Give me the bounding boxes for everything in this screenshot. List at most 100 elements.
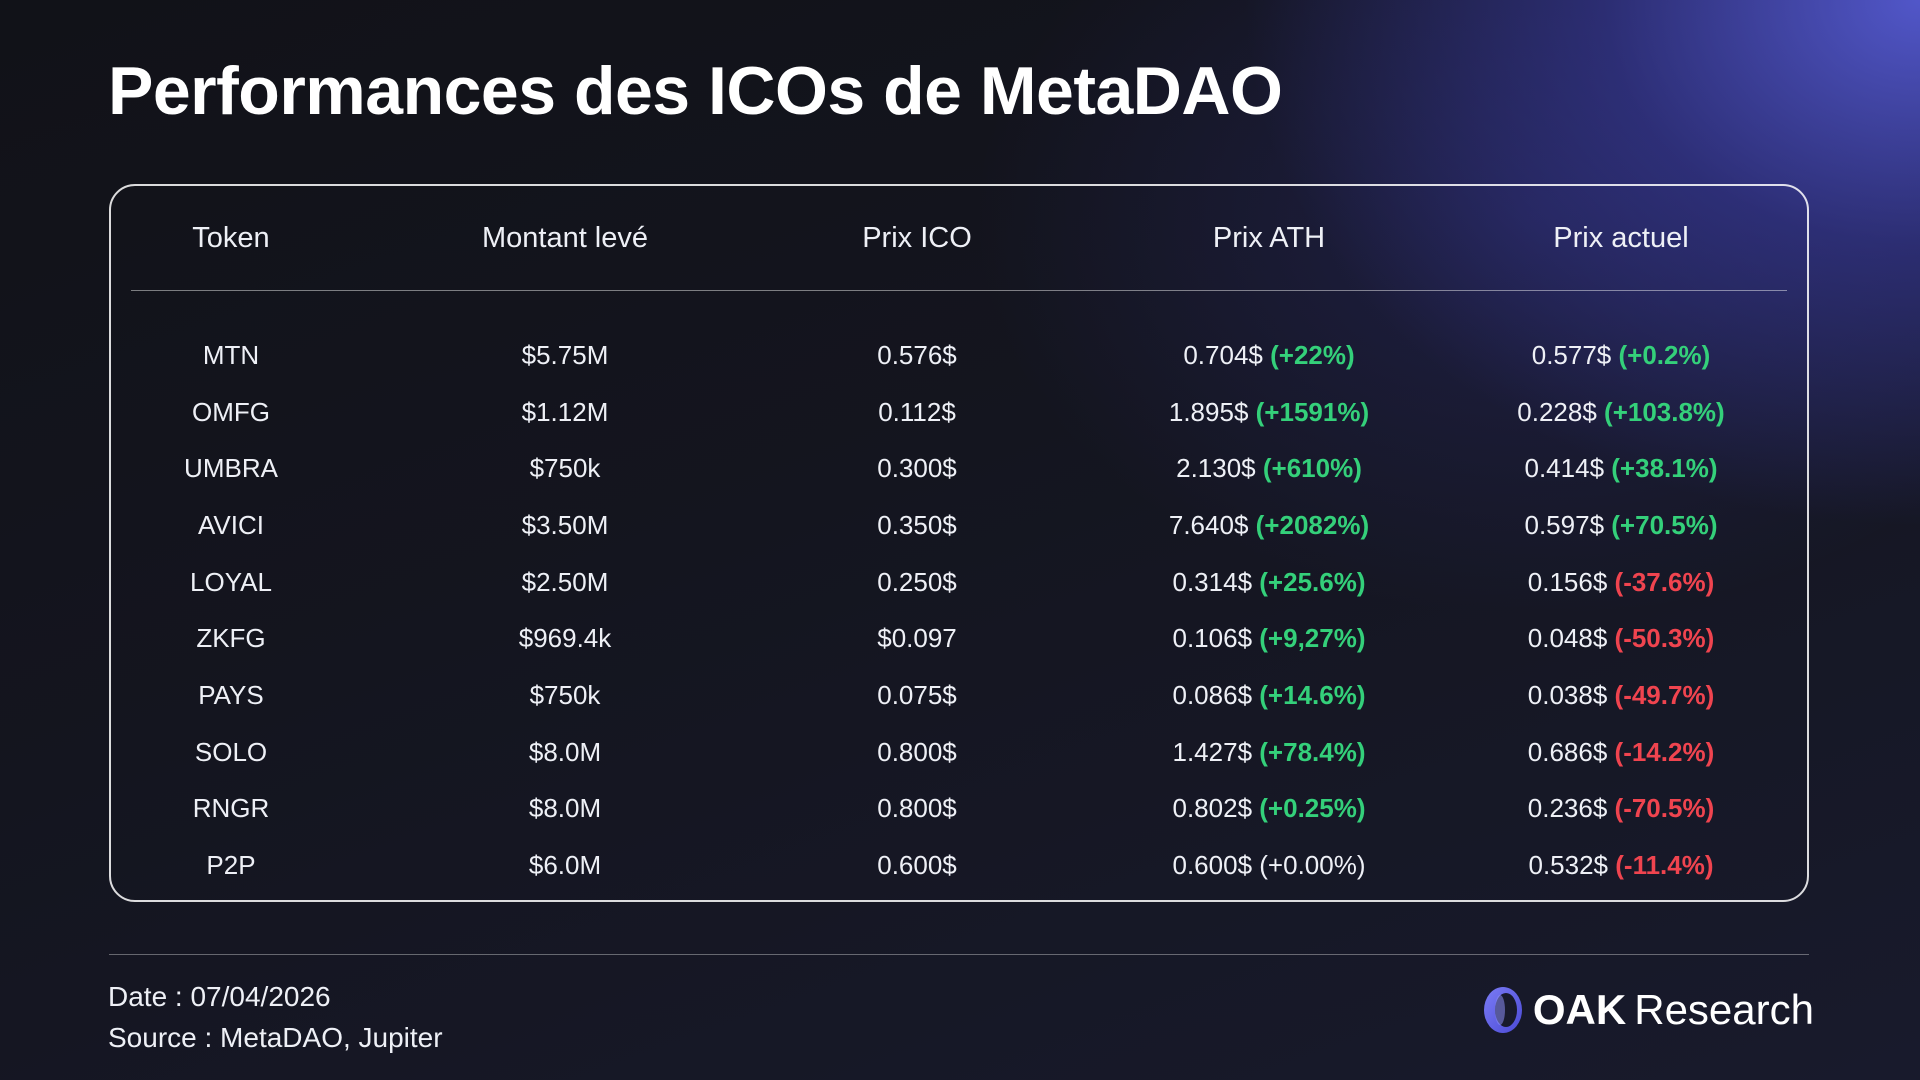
ath-change-percent: (+22%) [1270,339,1355,370]
table-row: P2P $6.0M 0.600$ 0.600$ (+0.00%) 0.532$ (-11… [131,837,1787,894]
table-header: Token Montant levé Prix ICO Prix ATH Pri… [131,186,1787,291]
ath-price-value: 0.600$ [1172,850,1253,881]
cell-raised: $750k [529,453,601,484]
table-body: MTN $5.75M 0.576$ 0.704$ (+22%) 0.577$ (+0.2… [131,327,1787,894]
current-price-value: 0.414$ [1524,453,1605,484]
header-ico-price: Prix ICO [862,221,972,254]
header-token: Token [192,221,270,254]
footer-date: Date : 07/04/2026 [108,981,331,1012]
ath-price-value: 0.314$ [1172,566,1253,597]
brand-name-strong: OAK [1532,986,1627,1033]
cell-ico-price: 0.112$ [878,396,956,427]
header-ath-price: Prix ATH [1212,221,1326,254]
page-title: Performances des ICOs de MetaDAO [108,53,1283,129]
current-change-percent: (-49.7%) [1614,679,1715,710]
table-row: RNGR $8.0M 0.800$ 0.802$ (+0.25%) 0.236$ (-7… [131,781,1787,838]
cell-ath-price: 2.130$ (+610%) [1035,453,1503,484]
table-row: OMFG $1.12M 0.112$ 1.895$ (+1591%) 0.228$ (+… [131,384,1787,441]
cell-raised: $750k [529,679,601,710]
ath-change-percent: (+2082%) [1255,509,1370,540]
cell-raised: $2.50M [521,566,609,597]
ath-change-percent: (+9,27%) [1259,623,1366,654]
cell-ath-price: 1.895$ (+1591%) [1035,397,1503,428]
cell-ico-price: 0.075$ [877,679,957,710]
cell-token: MTN [202,339,260,370]
current-price-value: 0.236$ [1527,793,1608,824]
cell-ico-price: 0.600$ [877,850,957,881]
table-row: LOYAL $2.50M 0.250$ 0.314$ (+25.6%) 0.156$ (… [131,554,1787,611]
ath-change-percent: (+0.25%) [1259,793,1366,824]
cell-raised: $6.0M [528,850,602,881]
ath-change-percent: (+0.00%) [1259,850,1366,881]
ath-price-value: 7.640$ [1168,509,1249,540]
current-price-value: 0.038$ [1527,679,1608,710]
cell-ath-price: 0.802$ (+0.25%) [1035,793,1503,824]
cell-token: UMBRA [184,453,278,484]
cell-ico-price: 0.350$ [877,509,957,540]
current-price-value: 0.228$ [1517,396,1597,427]
cell-token: P2P [206,850,256,881]
table-row: AVICI $3.50M 0.350$ 7.640$ (+2082%) 0.597$ (… [131,497,1787,554]
cell-token: PAYS [198,679,264,710]
table-row: PAYS $750k 0.075$ 0.086$ (+14.6%) 0.038$ (-4… [131,667,1787,724]
cell-ath-price: 0.106$ (+9,27%) [1035,623,1503,654]
ath-price-value: 0.802$ [1172,793,1253,824]
footer-meta: Date : 07/04/2026 Source : MetaDAO, Jupi… [108,976,443,1058]
table-row: UMBRA $750k 0.300$ 2.130$ (+610%) 0.414$ (+3… [131,440,1787,497]
header-raised: Montant levé [481,221,649,254]
cell-current-price: 0.414$ (+38.1%) [1503,453,1739,484]
cell-ico-price: 0.250$ [877,566,957,597]
cell-ath-price: 1.427$ (+78.4%) [1035,737,1503,768]
cell-raised: $3.50M [521,509,609,540]
current-change-percent: (-70.5%) [1614,793,1715,824]
ath-price-value: 2.130$ [1176,453,1256,484]
ath-price-value: 0.086$ [1172,679,1253,710]
ath-price-value: 0.106$ [1172,623,1253,654]
current-change-percent: (+38.1%) [1611,453,1718,484]
cell-current-price: 0.532$ (-11.4%) [1503,850,1739,881]
current-change-percent: (-14.2%) [1614,736,1715,767]
cell-token: RNGR [192,793,270,824]
footer-divider [109,954,1809,955]
current-change-percent: (-37.6%) [1614,566,1715,597]
current-price-value: 0.156$ [1527,566,1608,597]
table-row: ZKFG $969.4k $0.097 0.106$ (+9,27%) 0.048$ (… [131,610,1787,667]
current-price-value: 0.597$ [1524,509,1605,540]
cell-raised: $8.0M [528,793,602,824]
current-change-percent: (-11.4%) [1615,850,1714,881]
cell-raised: $969.4k [518,623,612,654]
header-current-price: Prix actuel [1553,221,1689,254]
ath-change-percent: (+1591%) [1255,396,1370,427]
cell-ath-price: 0.704$ (+22%) [1035,340,1503,371]
cell-current-price: 0.048$ (-50.3%) [1503,623,1739,654]
current-change-percent: (+70.5%) [1611,509,1718,540]
cell-ico-price: $0.097 [877,623,957,654]
cell-ico-price: 0.300$ [877,453,957,484]
table-row: SOLO $8.0M 0.800$ 1.427$ (+78.4%) 0.686$ (-1… [131,724,1787,781]
ath-price-value: 0.704$ [1183,339,1263,370]
cell-token: LOYAL [190,566,272,597]
cell-ath-price: 7.640$ (+2082%) [1035,510,1503,541]
current-price-value: 0.577$ [1531,339,1612,370]
footer-source: Source : MetaDAO, Jupiter [108,1022,443,1053]
current-change-percent: (-50.3%) [1614,623,1715,654]
table-row: MTN $5.75M 0.576$ 0.704$ (+22%) 0.577$ (+0.2… [131,327,1787,384]
cell-current-price: 0.156$ (-37.6%) [1503,567,1739,598]
cell-token: ZKFG [196,623,266,654]
current-change-percent: (+103.8%) [1604,396,1725,427]
ath-change-percent: (+78.4%) [1259,736,1366,767]
cell-current-price: 0.577$ (+0.2%) [1503,340,1739,371]
cell-token: OMFG [192,396,270,427]
cell-raised: $5.75M [521,339,609,370]
cell-current-price: 0.038$ (-49.7%) [1503,680,1739,711]
brand-name-light: Research [1634,986,1814,1033]
ath-price-value: 1.427$ [1172,736,1253,767]
cell-current-price: 0.236$ (-70.5%) [1503,793,1739,824]
cell-ath-price: 0.600$ (+0.00%) [1035,850,1503,881]
cell-current-price: 0.686$ (-14.2%) [1503,737,1739,768]
oak-logo-icon [1483,987,1522,1033]
cell-raised: $1.12M [521,396,609,427]
ico-performance-table: Token Montant levé Prix ICO Prix ATH Pri… [109,184,1809,902]
cell-ath-price: 0.314$ (+25.6%) [1035,567,1503,598]
cell-ico-price: 0.800$ [877,736,957,767]
